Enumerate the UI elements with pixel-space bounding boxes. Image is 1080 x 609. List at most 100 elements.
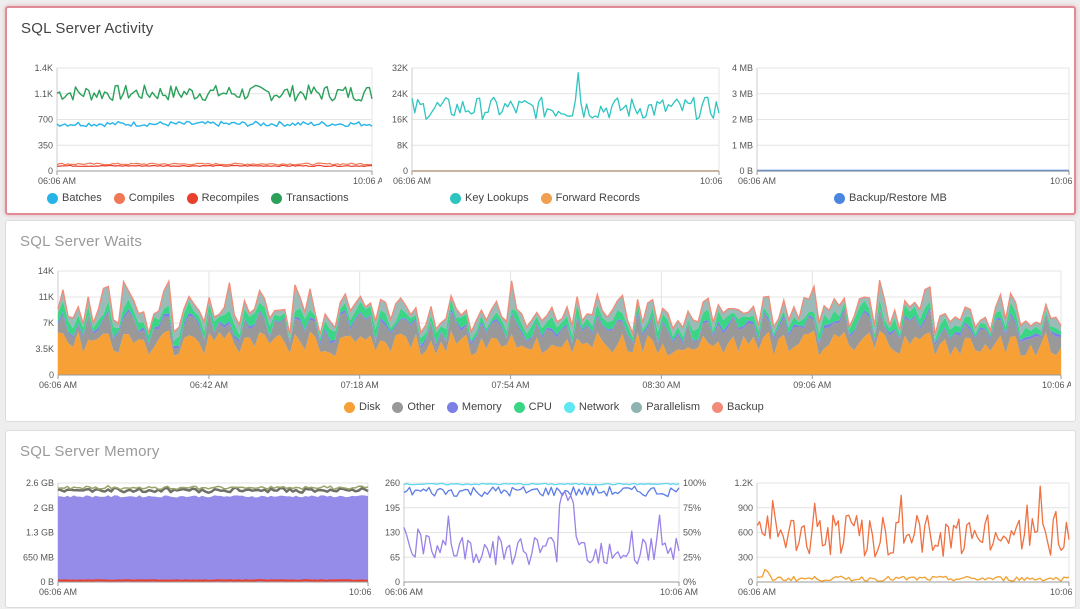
waits-chart[interactable]: 0 3.5K 7K 11K 14K 06:06 AM 06:42 AM 07:18 AM 07:… [26, 261, 1071, 396]
y-tick-label: 2.6 GB [26, 478, 54, 488]
legend-label: CPU [528, 401, 552, 413]
legend-item-recompiles[interactable]: Recompiles [186, 192, 260, 204]
y-tick-label: 2 GB [33, 503, 54, 513]
series-batches [56, 120, 373, 128]
legend-label: Backup/Restore MB [849, 192, 947, 204]
series-ple [403, 485, 680, 498]
legend-item-backup[interactable]: Backup [712, 401, 764, 413]
series-transactions [56, 84, 373, 102]
series-total-memory [57, 486, 369, 494]
y-tick-label: 0 [395, 577, 400, 587]
y2-tick-label: 100% [683, 478, 706, 488]
series-target-memory [57, 484, 369, 491]
activity-batches-legend: Batches Compiles Recompiles Transactions [47, 192, 349, 204]
memory-grants-chart[interactable]: 0 300 600 900 1.2K 06:06 AM 10:06 AM [719, 471, 1073, 609]
y2-tick-label: 0% [683, 577, 696, 587]
x-tick-label: 06:06 AM [393, 176, 431, 186]
legend-dot-icon [47, 192, 58, 204]
legend-label: Disk [359, 401, 381, 413]
y-tick-label: 11K [39, 292, 54, 302]
x-tick-label: 10:06 AM [700, 176, 722, 186]
waits-legend: Disk Other Memory CPU Network Parallelism Back… [344, 401, 764, 413]
y-tick-label: 14K [38, 266, 54, 276]
legend-item-backup-restore-mb[interactable]: Backup/Restore MB [834, 192, 947, 204]
activity-backup-legend: Backup/Restore MB [834, 192, 947, 204]
y-tick-label: 1.3 GB [26, 528, 54, 538]
legend-dot-icon [631, 401, 643, 413]
y-tick-label: 7K [43, 318, 54, 328]
y-tick-label: 0 [48, 166, 53, 176]
sql-server-waits-panel: SQL Server Waits 0 3.5K 7K 11K 14K 06:06 AM 06… [5, 220, 1076, 422]
series-key-lookups [411, 72, 720, 121]
x-tick-label: 06:06 AM [39, 587, 77, 597]
series-compiles [56, 162, 373, 166]
y2-tick-label: 25% [683, 552, 701, 562]
y2-tick-label: 50% [683, 528, 701, 538]
legend-item-cpu[interactable]: CPU [513, 401, 552, 413]
y-tick-label: 65 [390, 552, 400, 562]
legend-dot-icon [446, 401, 458, 413]
legend-label: Key Lookups [465, 192, 529, 204]
legend-label: Compiles [128, 192, 175, 204]
legend-dot-icon [450, 192, 461, 204]
legend-dot-icon [834, 192, 845, 204]
legend-item-network[interactable]: Network [563, 401, 620, 413]
area-memory [58, 306, 1061, 350]
y-tick-label: 3.5K [35, 344, 54, 354]
area-disk [58, 330, 1061, 375]
legend-item-forward-records[interactable]: Forward Records [540, 192, 640, 204]
legend-item-disk[interactable]: Disk [344, 401, 380, 413]
legend-dot-icon [712, 401, 724, 413]
area-buffer-pool [58, 495, 368, 582]
legend-label: Network [578, 401, 620, 413]
y-tick-label: 300 [738, 552, 753, 562]
x-tick-label: 10:06 AM [349, 587, 374, 597]
y-tick-label: 2 MB [732, 115, 753, 125]
legend-dot-icon [392, 401, 404, 413]
x-tick-label: 10:06 AM [1050, 587, 1073, 597]
legend-dot-icon [271, 192, 283, 204]
legend-item-key-lookups[interactable]: Key Lookups [450, 192, 529, 204]
memory-percent-chart[interactable]: 0 65 130 195 260 0% 25% 50% 75% 100% 06:06 AM 10:06… [374, 471, 719, 609]
series-backup-top [57, 278, 1062, 336]
y-tick-label: 900 [738, 503, 753, 513]
activity-lookups-chart[interactable]: 0 8K 16K 24K 32K 06:06 AM 10:06 AM [377, 58, 722, 193]
y-tick-label: 3 MB [732, 89, 753, 99]
activity-backup-chart[interactable]: 0 B 1 MB 2 MB 3 MB 4 MB 06:06 AM 10:06 AM [722, 58, 1074, 193]
series-outstanding [756, 568, 1070, 582]
area-other [58, 308, 1061, 357]
y-tick-label: 1 MB [732, 140, 753, 150]
y-tick-label: 1.2K [734, 478, 753, 488]
y-tick-label: 195 [385, 503, 400, 513]
legend-dot-icon [563, 401, 575, 413]
legend-item-compiles[interactable]: Compiles [113, 192, 175, 204]
sql-server-activity-panel: SQL Server Activity 0 350 700 1.1K 1.4K 06:06… [5, 6, 1076, 215]
series-other-memory [57, 579, 368, 582]
legend-label: Forward Records [555, 192, 640, 204]
x-tick-label: 10:06 AM [1042, 380, 1071, 390]
y-tick-label: 24K [392, 89, 408, 99]
legend-item-batches[interactable]: Batches [47, 192, 102, 204]
panel-title: SQL Server Activity [21, 20, 154, 37]
x-tick-label: 10:06 AM [1050, 176, 1074, 186]
y-tick-label: 0 [49, 370, 54, 380]
y-tick-label: 1.1K [34, 89, 53, 99]
legend-label: Recompiles [201, 192, 260, 204]
legend-item-transactions[interactable]: Transactions [271, 192, 349, 204]
sql-server-memory-panel: SQL Server Memory 0 B 650 MB 1.3 GB 2 GB 2.6… [5, 430, 1076, 608]
x-tick-label: 07:18 AM [341, 380, 379, 390]
x-tick-label: 09:06 AM [793, 380, 831, 390]
memory-usage-chart[interactable]: 0 B 650 MB 1.3 GB 2 GB 2.6 GB 06:06 AM 10:06 A… [16, 471, 374, 609]
series-pending-grants [756, 485, 1070, 558]
y-tick-label: 700 [38, 115, 53, 125]
legend-label: Parallelism [646, 401, 701, 413]
legend-item-parallelism[interactable]: Parallelism [631, 401, 700, 413]
y-tick-label: 0 B [739, 166, 753, 176]
y-tick-label: 650 MB [23, 552, 54, 562]
x-tick-label: 06:42 AM [190, 380, 228, 390]
legend-item-memory[interactable]: Memory [446, 401, 502, 413]
x-tick-label: 08:30 AM [642, 380, 680, 390]
legend-item-other[interactable]: Other [392, 401, 435, 413]
legend-dot-icon [186, 192, 198, 204]
activity-batches-chart[interactable]: 0 350 700 1.1K 1.4K 06:06 AM 10:06 AM [27, 58, 382, 193]
